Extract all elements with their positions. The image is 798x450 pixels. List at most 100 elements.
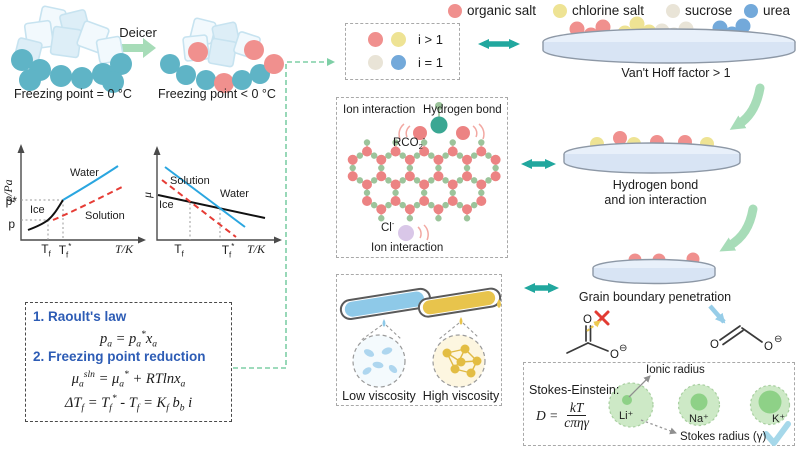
raoults-law-equation: pa = pa*xa <box>99 329 158 350</box>
solution-curve-label: Solution <box>85 210 125 222</box>
equation-denominator: cπηγ <box>564 415 590 431</box>
network-nodes <box>442 344 482 378</box>
legend-label: urea <box>763 3 791 18</box>
chemical-potential-chart: Solution Water Ice μ T/K Tf Tf* <box>140 140 290 262</box>
freezing-point-after-label: Freezing point < 0 °C <box>158 87 276 101</box>
legend-item-organic-salt: organic salt <box>448 3 536 18</box>
ice-curve-label: Ice <box>30 204 45 216</box>
stokes-radius-arrow <box>640 419 677 435</box>
checkmark-icon <box>763 421 791 446</box>
circled-minus: ⊖ <box>774 334 782 345</box>
legend-label: organic salt <box>467 3 537 18</box>
ice-lattice-box: Ion interaction Hydrogen bond RCO2- Cl- … <box>336 97 508 258</box>
deicer-label: Deicer <box>119 25 157 40</box>
legend-label: chlorine salt <box>572 3 645 18</box>
selected-arrow <box>708 304 726 324</box>
dish-2-caption: Hydrogen bond and ion interaction <box>578 178 733 208</box>
formate-molecule: O O ⊖ <box>708 304 782 353</box>
chloride-ion-graphic <box>398 224 429 241</box>
p-tick: p <box>8 217 15 231</box>
salt-disks <box>11 49 132 93</box>
equation-numerator: kT <box>566 400 587 417</box>
solution-line <box>161 179 237 238</box>
water-curve <box>62 165 119 201</box>
hydrogen-bond-label: Hydrogen bond <box>423 104 502 116</box>
organic-salt-dot <box>368 32 383 47</box>
tf-star-tick: Tf* <box>58 242 72 260</box>
sucrose-dot <box>666 3 680 18</box>
oxygen-atom-label: O <box>764 341 773 353</box>
vapor-pressure-chart: Water Ice Solution p/Pa T/K p* p Tf Tf* <box>0 140 150 262</box>
ice-line-label: Ice <box>159 199 174 211</box>
tf-tick: Tf <box>174 242 184 259</box>
oxygen-atom-label: O <box>710 339 719 351</box>
k-ion-label: K⁺ <box>772 413 785 425</box>
ice-line <box>157 194 266 219</box>
ice-lattice-graphic <box>347 139 501 222</box>
cross-arrow <box>586 320 601 332</box>
solution-curve <box>52 185 125 221</box>
dispersed-molecules <box>362 347 398 375</box>
chloride-label: Cl- <box>381 219 395 234</box>
water-line-label: Water <box>220 188 249 200</box>
tf-star-tick: Tf* <box>221 242 235 260</box>
low-viscosity-label: Low viscosity <box>342 389 416 403</box>
y-axis-label: p/Pa <box>1 179 15 203</box>
ice-cubes <box>13 5 125 67</box>
ice-pile-after-graphic <box>160 17 284 93</box>
dish-2-caption-line2: and ion interaction <box>604 192 707 207</box>
legend-label: sucrose <box>685 3 733 18</box>
i-greater-label: i > 1 <box>418 32 443 47</box>
low-viscosity-tube <box>339 287 432 321</box>
water-curve-label: Water <box>70 167 99 179</box>
li-ion-label: Li⁺ <box>619 410 634 422</box>
rejected-cross-icon <box>594 310 610 326</box>
p-star-tick: p* <box>5 194 17 208</box>
step-arrow-1 <box>729 83 765 130</box>
vant-hoff-legend-box: i > 1 i = 1 <box>345 23 460 80</box>
hydrated-ion-na: Na⁺ <box>677 383 721 427</box>
high-viscosity-tube <box>417 287 502 318</box>
chemical-potential-equation: μasln = μa* + RTlnxa <box>71 369 186 390</box>
molecules-graphic: O O ⊖ O O ⊖ <box>566 304 782 361</box>
rco2-label: RCO2- <box>393 134 426 152</box>
oxygen-atom-label: O <box>610 349 619 361</box>
equations-box: 1. Raoult's law pa = pa*xa 2. Freezing p… <box>25 302 232 422</box>
dish-1-caption: Van't Hoff factor > 1 <box>621 66 731 80</box>
low-viscosity-lens <box>352 334 406 388</box>
stokes-einstein-equation: D = kT cπηγ <box>536 400 590 431</box>
urea-dot <box>744 3 758 18</box>
chlorine-salt-dot <box>553 3 567 18</box>
freezing-point-before-label: Freezing point = 0 °C <box>14 87 132 101</box>
dish-1-graphic <box>542 16 796 64</box>
pour-drop-yellow <box>497 299 501 308</box>
organic-salt-dot <box>448 3 462 18</box>
water-line <box>164 166 246 228</box>
stokes-einstein-title: Stokes-Einstein: <box>529 383 620 397</box>
viscosity-box: Low viscosity High viscosity <box>336 274 502 406</box>
legend-item-sucrose: sucrose <box>666 3 732 18</box>
salt-disks-mixed <box>160 40 284 93</box>
x-axis-label: T/K <box>115 242 134 256</box>
oxygen-atom-label: O <box>583 314 592 326</box>
ion-interaction-top-label: Ion interaction <box>343 104 416 116</box>
high-viscosity-label: High viscosity <box>422 389 500 403</box>
ice-curve <box>27 199 64 231</box>
acetate-molecule: O O ⊖ <box>566 310 627 361</box>
dish-2-graphic <box>563 131 741 174</box>
ice-pile-before-graphic <box>11 5 132 93</box>
dish-3-graphic <box>592 252 716 285</box>
circled-minus: ⊖ <box>619 343 627 354</box>
freezing-point-heading: 2. Freezing point reduction <box>33 349 206 364</box>
na-ion-label: Na⁺ <box>689 413 709 425</box>
urea-dot <box>391 55 406 70</box>
legend-item-urea: urea <box>744 3 790 18</box>
y-axis-label: μ <box>140 192 154 199</box>
ionic-radius-label: Ionic radius <box>646 364 705 376</box>
chlorine-salt-dot <box>391 32 406 47</box>
step-arrow-2 <box>719 204 758 252</box>
solution-line-label: Solution <box>170 175 210 187</box>
deicer-arrow <box>122 38 156 58</box>
